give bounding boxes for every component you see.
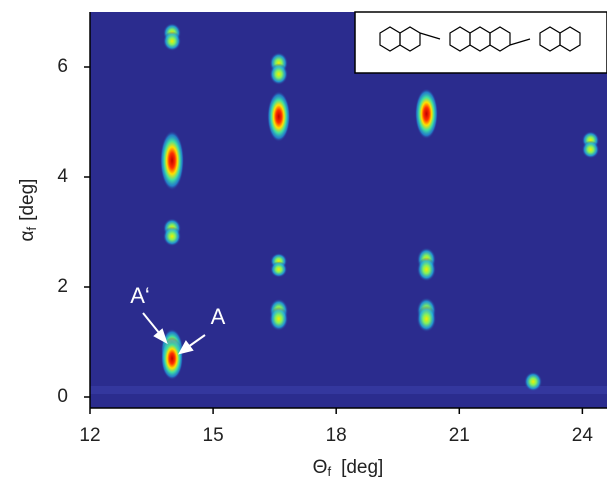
horizon-band — [90, 386, 607, 394]
y-tick-label: 2 — [57, 276, 68, 297]
diffraction-spot — [163, 31, 182, 51]
diffraction-spot — [414, 88, 438, 140]
x-tick-label: 12 — [79, 425, 100, 446]
diffraction-spot — [163, 226, 182, 247]
y-tick-label: 6 — [57, 56, 68, 77]
x-tick-label: 24 — [572, 425, 594, 446]
diffraction-spot — [267, 91, 291, 142]
diffraction-spot — [269, 306, 289, 331]
y-tick-label: 0 — [57, 386, 68, 407]
y-tick-label: 4 — [57, 166, 68, 187]
y-axis-label: αf[deg] — [17, 179, 39, 242]
arrows — [142, 312, 206, 355]
diffraction-spot — [269, 63, 288, 86]
x-tick-label: 21 — [449, 425, 470, 446]
diffraction-spot — [270, 261, 288, 278]
x-tick-label: 18 — [326, 425, 347, 446]
annotation: A — [211, 304, 226, 329]
diffraction-spot — [416, 257, 436, 282]
diffraction-spot — [416, 305, 437, 333]
molecule-inset — [354, 11, 607, 74]
annotation: A‘ — [130, 283, 150, 308]
diffraction-spot — [160, 130, 185, 191]
x-axis-label: Θf [deg] — [313, 457, 384, 479]
x-tick-label: 15 — [203, 425, 224, 446]
diffraction-spot — [524, 371, 543, 392]
diffraction-spot — [161, 337, 184, 380]
diffraction-spot — [581, 140, 600, 159]
